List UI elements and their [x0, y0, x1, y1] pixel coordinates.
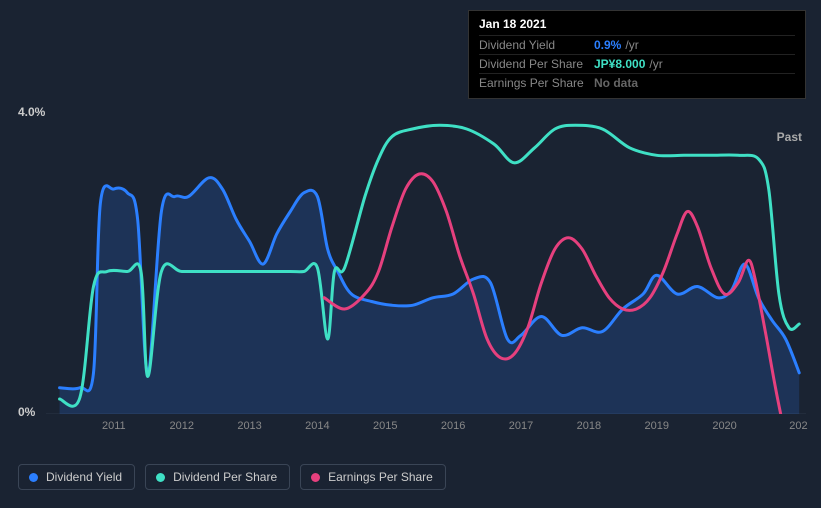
tooltip-label: Earnings Per Share: [479, 76, 594, 90]
legend-dot-icon: [29, 473, 38, 482]
x-tick: 2015: [373, 420, 397, 432]
tooltip-row: Dividend Per ShareJP¥8.000/yr: [479, 54, 795, 73]
tooltip-value: No data: [594, 76, 638, 90]
tooltip-label: Dividend Per Share: [479, 57, 594, 71]
tooltip-date: Jan 18 2021: [479, 17, 795, 35]
tooltip-row: Earnings Per ShareNo data: [479, 73, 795, 92]
x-tick: 2014: [305, 420, 329, 432]
x-tick: 2020: [712, 420, 736, 432]
tooltip-suffix: /yr: [649, 57, 662, 71]
legend-label: Dividend Per Share: [173, 470, 277, 484]
x-tick: 202: [789, 420, 807, 432]
x-tick: 2017: [509, 420, 533, 432]
series-fill: [60, 178, 800, 414]
dividend-chart: 4.0% 0% Past 201120122013201420152016201…: [18, 100, 808, 440]
tooltip-suffix: /yr: [625, 38, 638, 52]
x-tick: 2016: [441, 420, 465, 432]
y-axis-max: 4.0%: [18, 105, 45, 119]
tooltip-label: Dividend Yield: [479, 38, 594, 52]
tooltip-row: Dividend Yield0.9%/yr: [479, 35, 795, 54]
x-tick: 2012: [169, 420, 193, 432]
y-axis-min: 0%: [18, 405, 35, 419]
x-tick: 2018: [577, 420, 601, 432]
legend-dot-icon: [311, 473, 320, 482]
chart-legend: Dividend Yield Dividend Per Share Earnings…: [18, 464, 446, 490]
tooltip-value: JP¥8.000/yr: [594, 57, 663, 71]
x-tick: 2019: [644, 420, 668, 432]
tooltip-value: 0.9%/yr: [594, 38, 639, 52]
legend-label: Earnings Per Share: [328, 470, 433, 484]
chart-svg[interactable]: [46, 114, 806, 414]
legend-item[interactable]: Dividend Per Share: [145, 464, 290, 490]
legend-item[interactable]: Dividend Yield: [18, 464, 135, 490]
legend-label: Dividend Yield: [46, 470, 122, 484]
chart-tooltip: Jan 18 2021 Dividend Yield0.9%/yrDividen…: [468, 10, 806, 99]
legend-item[interactable]: Earnings Per Share: [300, 464, 446, 490]
x-tick: 2011: [102, 420, 126, 432]
x-tick: 2013: [237, 420, 261, 432]
legend-dot-icon: [156, 473, 165, 482]
